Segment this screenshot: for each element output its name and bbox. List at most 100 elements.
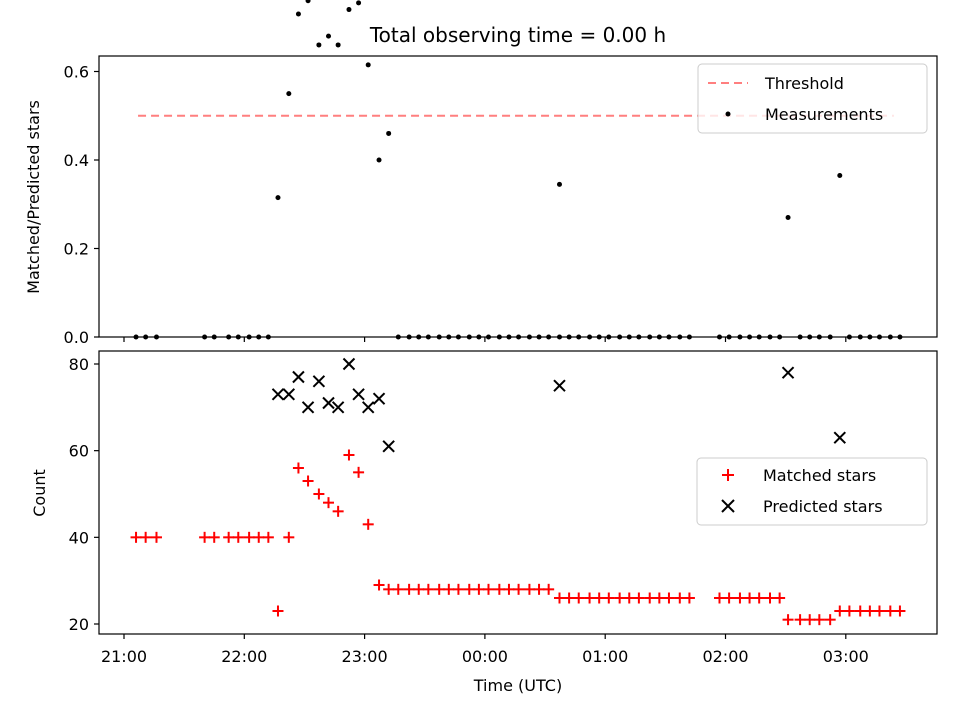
predicted-star-point <box>301 401 315 414</box>
matched-star-point <box>774 592 786 604</box>
matched-star-point <box>403 583 415 595</box>
measurement-point <box>286 91 292 97</box>
matched-star-point <box>614 592 626 604</box>
measurement-point <box>365 62 371 68</box>
matched-star-point <box>794 614 806 626</box>
top-legend: Threshold Measurements <box>697 63 928 134</box>
predicted-star-point <box>833 431 846 444</box>
matched-star-point <box>744 592 756 604</box>
matched-star-point <box>873 605 885 617</box>
matched-star-point <box>433 583 445 595</box>
matched-star-point <box>533 583 545 595</box>
matched-star-point <box>140 531 152 543</box>
matched-star-point <box>884 605 896 617</box>
matched-star-point <box>503 583 515 595</box>
matched-star-point <box>843 605 855 617</box>
measurement-point <box>386 130 392 136</box>
matched-star-point <box>243 531 255 543</box>
matched-star-point <box>130 531 142 543</box>
measurement-point <box>556 181 562 187</box>
measurement-point <box>837 172 843 178</box>
matched-star-point <box>813 614 825 626</box>
predicted-star-point <box>382 440 395 453</box>
measurement-point <box>346 7 352 13</box>
y-tick-label: 80 <box>69 355 89 374</box>
matched-star-point <box>383 583 395 595</box>
bottom-y-axis-label: Count <box>30 469 49 517</box>
measurement-point <box>326 33 332 39</box>
matched-star-point <box>674 592 686 604</box>
matched-star-point <box>443 583 455 595</box>
predicted-star-point <box>292 370 305 384</box>
matched-star-point <box>764 592 776 604</box>
top-panel: 0.0 0.2 0.4 0.6 Matched/Predicted stars Thr… <box>24 0 938 347</box>
matched-star-point <box>422 583 434 595</box>
top-y-ticks: 0.0 0.2 0.4 0.6 <box>64 63 99 347</box>
x-tick-label: 01:00 <box>582 647 628 666</box>
matched-star-point <box>292 462 304 474</box>
legend-predicted-label: Predicted stars <box>763 497 883 516</box>
matched-star-point <box>543 583 555 595</box>
matched-star-point <box>713 592 725 604</box>
y-tick-label: 60 <box>69 442 89 461</box>
bottom-y-ticks: 20 40 60 80 <box>69 355 99 634</box>
predicted-star-point <box>342 357 356 371</box>
matched-star-point <box>633 592 645 604</box>
matched-star-point <box>493 583 505 595</box>
x-tick-label: 03:00 <box>823 647 869 666</box>
legend-measurements-swatch <box>725 111 731 117</box>
x-axis-label: Time (UTC) <box>473 676 562 695</box>
y-tick-label: 0.6 <box>64 63 89 82</box>
top-axes-frame <box>98 55 938 338</box>
y-tick-label: 40 <box>69 528 89 547</box>
matched-star-point <box>150 531 162 543</box>
x-tick-label: 21:00 <box>101 647 147 666</box>
matched-star-point <box>734 592 746 604</box>
matched-star-point <box>824 614 836 626</box>
predicted-star-point <box>372 392 386 405</box>
matched-star-point <box>199 531 211 543</box>
matched-star-point <box>584 592 596 604</box>
matched-star-point <box>262 531 274 543</box>
matched-star-point <box>323 497 335 509</box>
matched-star-point <box>332 505 344 517</box>
top-x-ticks <box>123 337 847 342</box>
predicted-star-point <box>282 388 296 401</box>
matched-star-point <box>392 583 404 595</box>
matched-star-point <box>834 605 846 617</box>
predicted-star-point <box>362 401 375 414</box>
matched-star-point <box>553 592 565 604</box>
matched-star-point <box>563 592 575 604</box>
matched-star-point <box>362 518 374 530</box>
x-tick-label: 23:00 <box>342 647 388 666</box>
matched-star-point <box>208 531 220 543</box>
matched-star-point <box>513 583 525 595</box>
matched-star-point <box>373 579 385 591</box>
predicted-star-point <box>781 366 795 379</box>
legend-measurements-label: Measurements <box>765 105 883 124</box>
legend-threshold-label: Threshold <box>764 74 844 93</box>
matched-star-point <box>283 531 295 543</box>
x-tick-label: 02:00 <box>702 647 748 666</box>
y-tick-label: 0.0 <box>64 328 89 347</box>
legend-matched-label: Matched stars <box>763 466 876 485</box>
matched-star-point <box>232 531 244 543</box>
matched-star-point <box>804 614 816 626</box>
bottom-panel: 20 40 60 80 21:00 22:00 23:00 00:00 01:00 02:00 0… <box>30 350 938 695</box>
matched-star-point <box>623 592 635 604</box>
measurement-point <box>316 42 322 48</box>
measurement-point <box>295 11 301 17</box>
matched-star-point <box>223 531 235 543</box>
matched-star-point <box>452 583 464 595</box>
matched-star-point <box>854 605 866 617</box>
matched-star-point <box>864 605 876 617</box>
matched-star-point <box>593 592 605 604</box>
top-data-marks <box>133 0 903 340</box>
predicted-star-point <box>322 396 335 410</box>
matched-star-point <box>413 583 425 595</box>
bottom-axes-frame <box>98 350 938 635</box>
x-tick-label: 22:00 <box>221 647 267 666</box>
legend-matched-swatch <box>722 469 734 481</box>
predicted-star-point <box>312 375 326 388</box>
measurement-point <box>376 157 382 163</box>
